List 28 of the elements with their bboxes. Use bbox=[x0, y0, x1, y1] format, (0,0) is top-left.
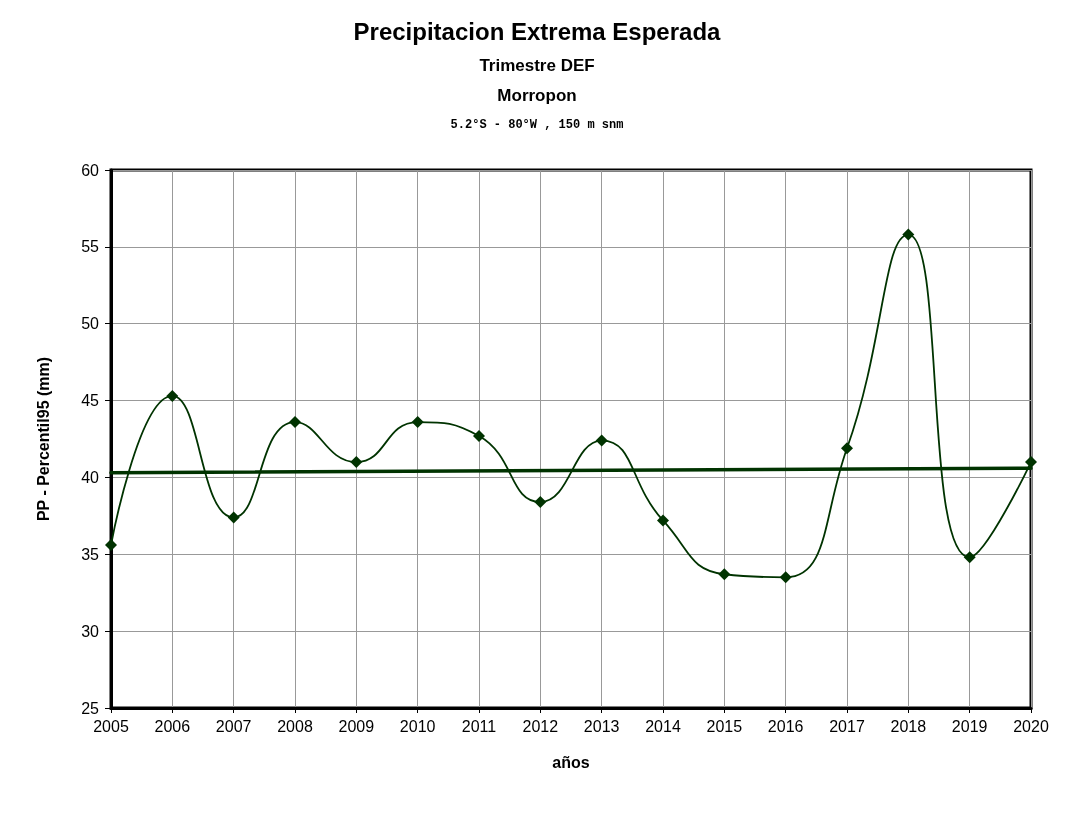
y-tick-label: 25 bbox=[81, 699, 100, 717]
y-axis-title: PP - Percentil95 (mm) bbox=[34, 356, 52, 522]
x-tick-label: 2016 bbox=[767, 717, 804, 735]
y-tick-label: 35 bbox=[81, 545, 100, 563]
y-tick-label: 50 bbox=[81, 315, 100, 333]
y-tick-label: 40 bbox=[81, 468, 100, 486]
y-tick-label: 55 bbox=[81, 238, 100, 256]
x-tick-label: 2015 bbox=[706, 717, 743, 735]
x-tick-label: 2007 bbox=[215, 717, 252, 735]
x-tick-label: 2005 bbox=[93, 717, 129, 735]
x-tick-label: 2009 bbox=[338, 717, 375, 735]
x-tick-label: 2018 bbox=[890, 717, 927, 735]
x-tick-label: 2013 bbox=[583, 717, 620, 735]
y-tick-label: 60 bbox=[81, 161, 100, 179]
x-tick-label: 2020 bbox=[1013, 717, 1049, 735]
x-tick-label: 2019 bbox=[951, 717, 988, 735]
x-tick-label: 2006 bbox=[154, 717, 191, 735]
x-tick-label: 2017 bbox=[829, 717, 865, 735]
x-tick-label: 2014 bbox=[645, 717, 681, 735]
x-axis-title: años bbox=[552, 753, 590, 771]
x-tick-label: 2010 bbox=[399, 717, 436, 735]
y-tick-label: 45 bbox=[81, 392, 100, 410]
chart-subtitle: Trimestre DEF Morropon 5.2°S - 80°W , 150 m snm bbox=[450, 56, 624, 132]
chart-title: Precipitacion Extrema Esperada bbox=[353, 17, 722, 45]
y-tick-label: 30 bbox=[81, 622, 100, 640]
x-tick-label: 2011 bbox=[461, 717, 497, 735]
x-tick-label: 2012 bbox=[522, 717, 559, 735]
x-tick-label: 2008 bbox=[277, 717, 313, 735]
